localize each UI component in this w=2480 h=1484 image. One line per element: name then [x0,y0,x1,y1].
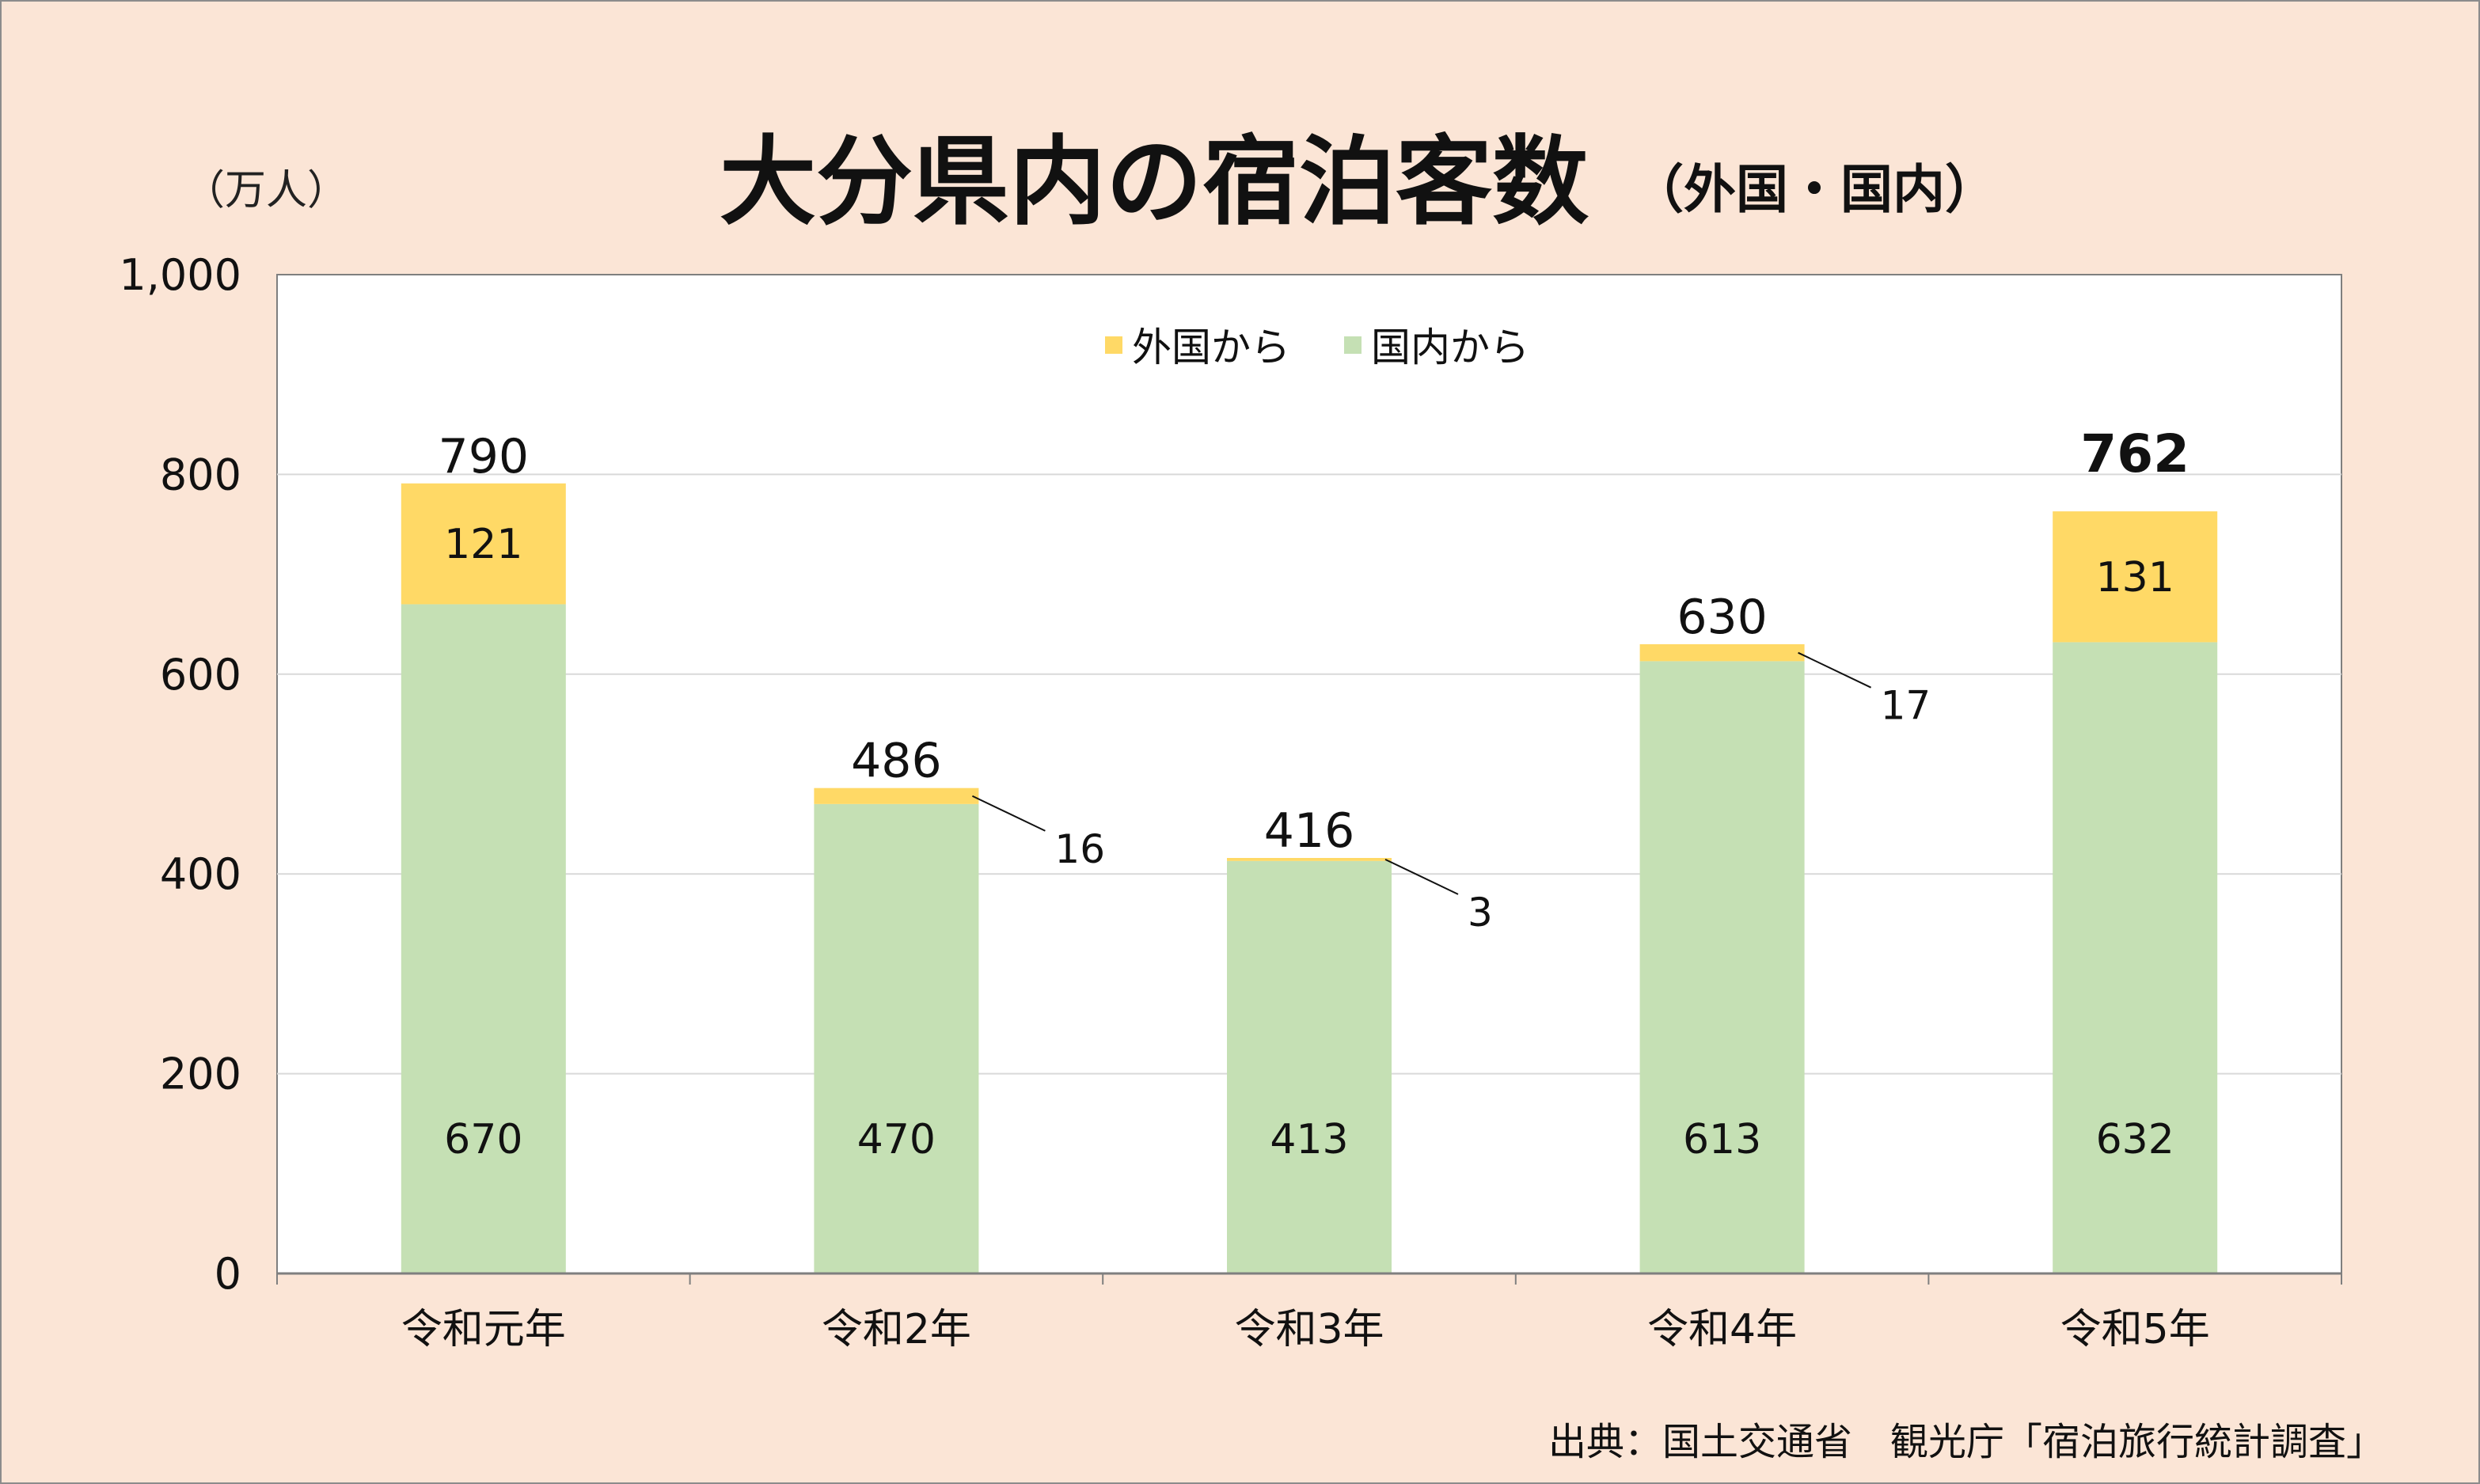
legend: 外国から 国内から [1105,325,1529,370]
callout-leader-line [971,795,1046,832]
y-tick-label: 400 [160,849,241,899]
x-tick-label: 令和4年 [1647,1306,1797,1353]
bar-domestic [814,803,979,1273]
bar-foreign [1639,643,1805,662]
bar-foreign [2053,511,2218,643]
bar-domestic [1639,661,1805,1273]
bar-foreign [1227,858,1392,861]
legend-swatch-domestic [1344,336,1362,354]
data-labels: 670 121 790 470 16 486 413 3 416 613 17 630 632 131 76… [439,423,2190,1163]
chart-title: 大分県内の宿泊客数 [720,126,1589,238]
bar-foreign [401,483,566,605]
domestic-value-label: 670 [444,1116,522,1163]
legend-label-foreign: 外国から [1132,325,1290,370]
y-tick-label: 0 [215,1249,241,1299]
total-value-label: 630 [1677,590,1768,645]
total-value-label: 762 [2080,423,2189,484]
total-value-label: 486 [851,734,942,789]
callout-leader-line [1384,858,1459,895]
foreign-value-label: 16 [1054,826,1105,872]
foreign-value-label: 3 [1468,890,1493,936]
callout-leader-line [1798,651,1872,689]
x-tick-label: 令和元年 [401,1306,566,1353]
bar-domestic [401,604,566,1273]
total-value-label: 416 [1264,803,1355,859]
foreign-value-label: 17 [1881,683,1931,729]
unit-label: （万人） [184,167,348,214]
domestic-value-label: 470 [857,1116,936,1163]
y-tick-label: 600 [160,650,241,700]
y-tick-label: 800 [160,450,241,499]
bar-domestic [2053,642,2218,1273]
x-tick-label: 令和3年 [1234,1306,1384,1353]
total-value-label: 790 [439,429,530,484]
chart-subtitle: （外国・国内） [1631,159,1997,220]
domestic-value-label: 632 [2096,1116,2174,1163]
foreign-value-label: 121 [444,521,522,568]
domestic-value-label: 413 [1270,1116,1348,1163]
axes: 0 200 400 600 800 1,000 令和元年 令和2年 令和3年 令和4年 令和5年 [119,250,2342,1353]
y-tick-label: 1,000 [119,250,241,300]
source-note: 出典：国土交通省 観光庁「宿泊旅行統計調査」 [1548,1420,2384,1464]
legend-label-domestic: 国内から [1371,325,1529,370]
legend-swatch-foreign [1105,336,1122,354]
x-tick-label: 令和5年 [2060,1306,2210,1353]
bars [401,483,2218,1273]
bar-domestic [1227,860,1392,1273]
domestic-value-label: 613 [1683,1116,1761,1163]
x-tick-label: 令和2年 [822,1306,971,1353]
foreign-value-label: 131 [2096,554,2174,602]
bar-foreign [814,788,979,804]
y-tick-label: 200 [160,1049,241,1099]
